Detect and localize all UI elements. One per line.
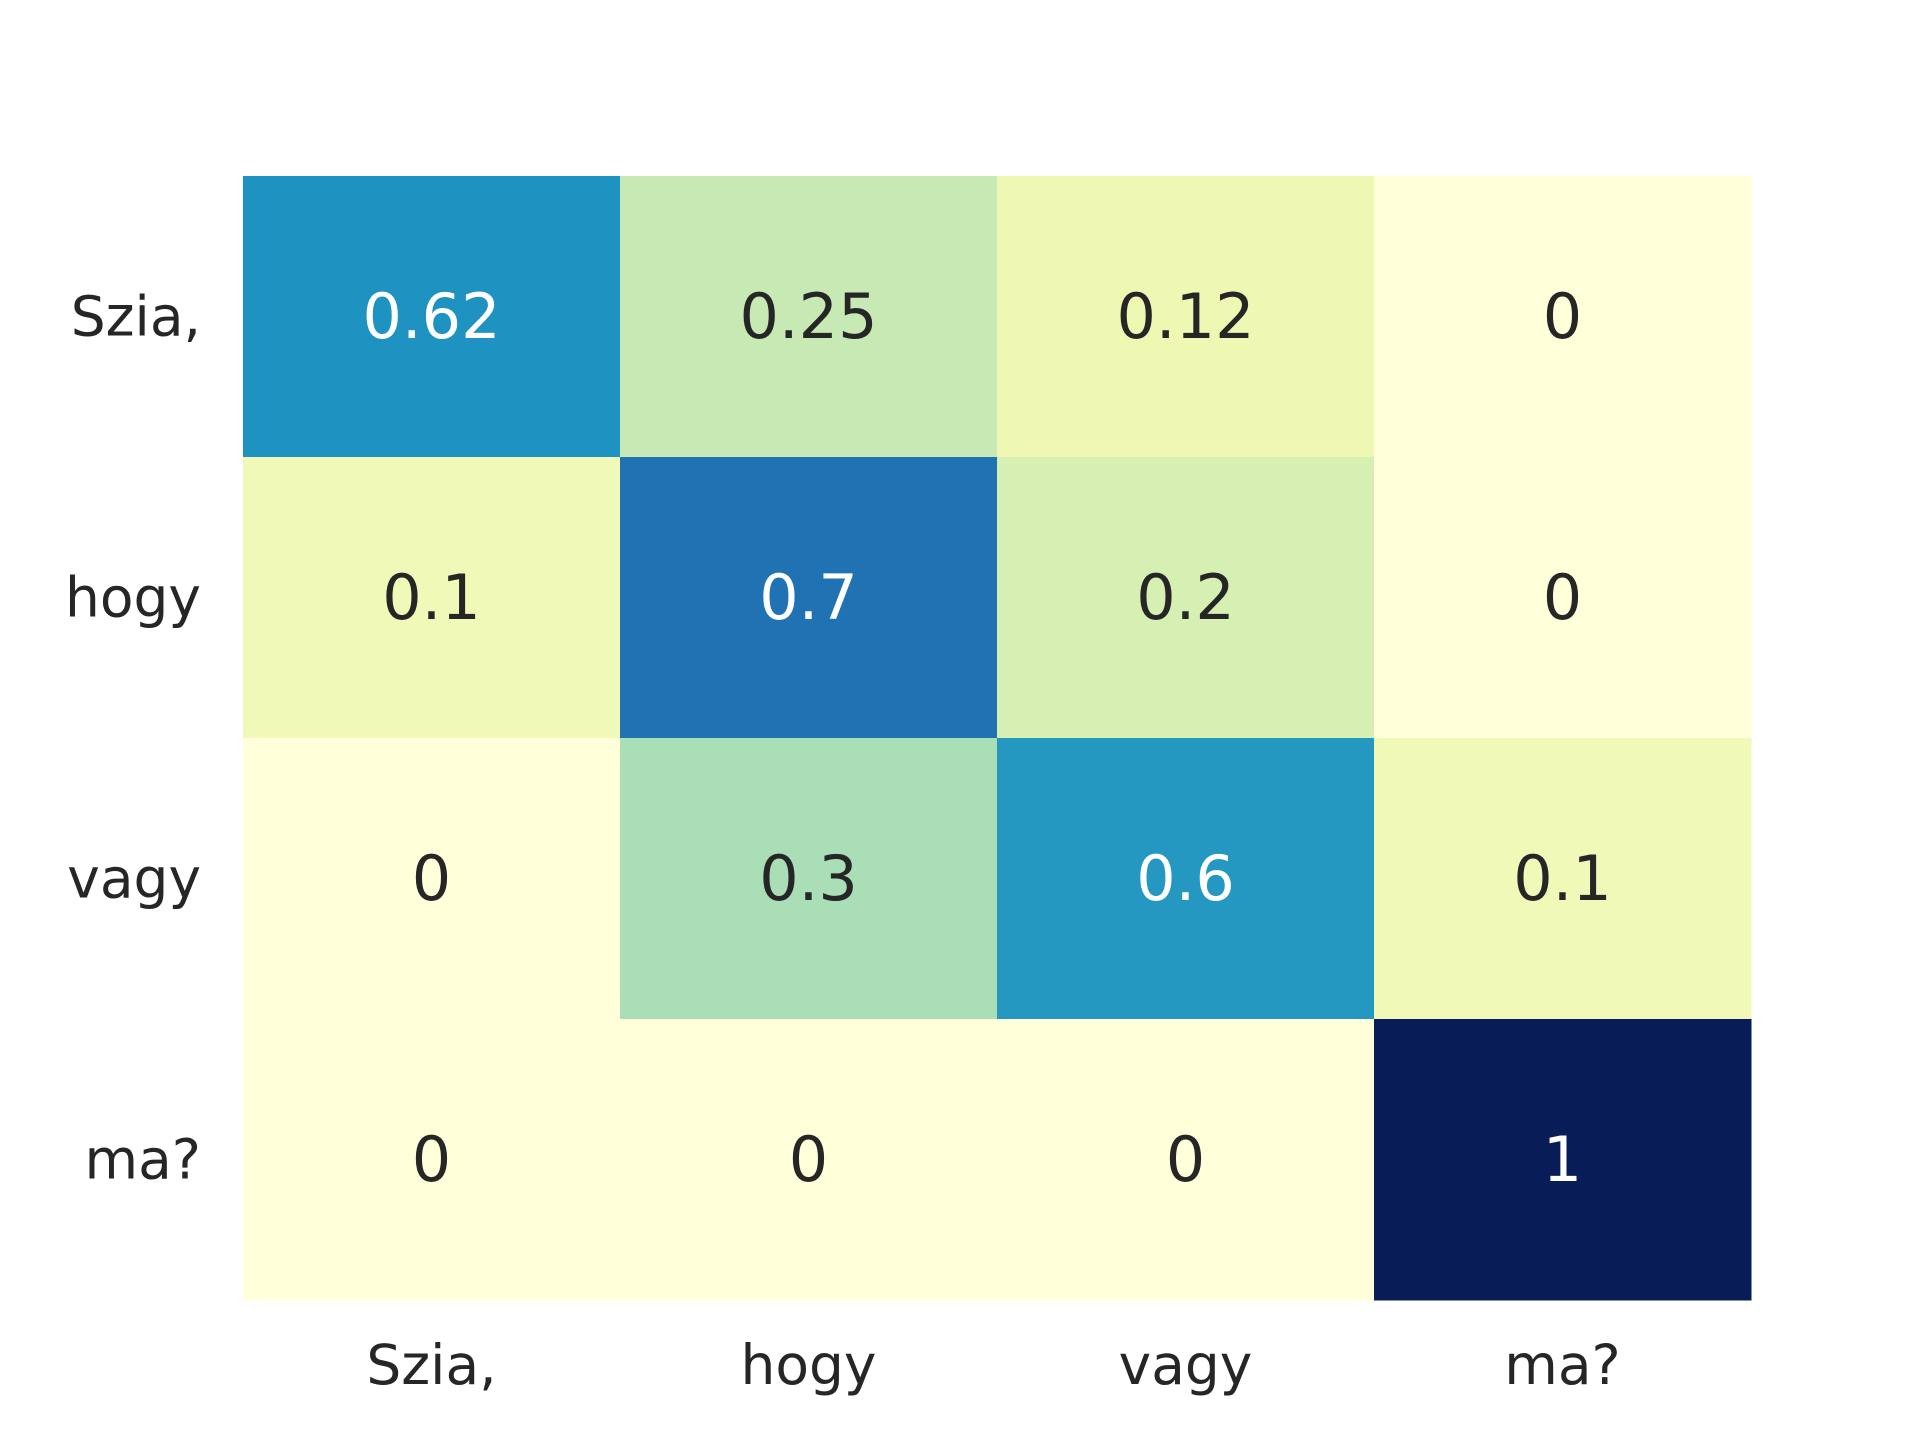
heatmap-cell (620, 1019, 998, 1301)
heatmap-cell (997, 1019, 1375, 1301)
cell-value-label: 0 (412, 842, 451, 915)
y-tick-label: ma? (85, 1128, 201, 1192)
heatmap-cell (243, 738, 621, 1020)
cell-value-label: 0.1 (382, 561, 481, 634)
x-axis-tick-labels: Szia, hogy vagy ma? (366, 1333, 1620, 1397)
cell-value-label: 1 (1543, 1123, 1582, 1196)
x-tick-label: vagy (1119, 1333, 1253, 1397)
cell-value-label: 0.3 (759, 842, 858, 915)
heatmap-cell (1374, 457, 1752, 739)
heatmap-cells (243, 176, 1752, 1301)
heatmap-cell (620, 738, 998, 1020)
cell-value-label: 0.7 (759, 561, 858, 634)
cell-value-label: 0 (412, 1123, 451, 1196)
cell-value-label: 0 (789, 1123, 828, 1196)
heatmap-cell (1374, 738, 1752, 1020)
heatmap-cell (243, 457, 621, 739)
cell-value-label: 0.62 (362, 280, 500, 353)
heatmap-cell (997, 457, 1375, 739)
y-tick-label: vagy (67, 847, 201, 911)
heatmap-cell (1374, 1019, 1752, 1301)
cell-value-label: 0 (1543, 561, 1582, 634)
cell-value-label: 0.2 (1136, 561, 1235, 634)
x-tick-label: Szia, (366, 1333, 496, 1397)
x-tick-label: ma? (1504, 1333, 1620, 1397)
heatmap-cell (243, 176, 621, 458)
heatmap-cell (997, 738, 1375, 1020)
y-axis-tick-labels: Szia, hogy vagy ma? (65, 285, 201, 1192)
cell-value-label: 0.25 (739, 280, 877, 353)
cell-value-label: 0.1 (1513, 842, 1612, 915)
x-tick-label: hogy (741, 1333, 877, 1397)
heatmap-cell (997, 176, 1375, 458)
cell-value-label: 0.6 (1136, 842, 1235, 915)
heatmap-cell (620, 457, 998, 739)
heatmap-cell (1374, 176, 1752, 458)
cell-value-label: 0 (1543, 280, 1582, 353)
cell-value-label: 0 (1166, 1123, 1205, 1196)
heatmap-cell (620, 176, 998, 458)
heatmap-cell (243, 1019, 621, 1301)
heatmap-annotations: 0.62 0.25 0.12 0 0.1 0.7 0.2 0 0 0.3 0.6 0.1 0 0 0 1 (362, 280, 1611, 1196)
cell-value-label: 0.12 (1116, 280, 1254, 353)
y-tick-label: Szia, (71, 285, 201, 349)
y-tick-label: hogy (65, 566, 201, 630)
